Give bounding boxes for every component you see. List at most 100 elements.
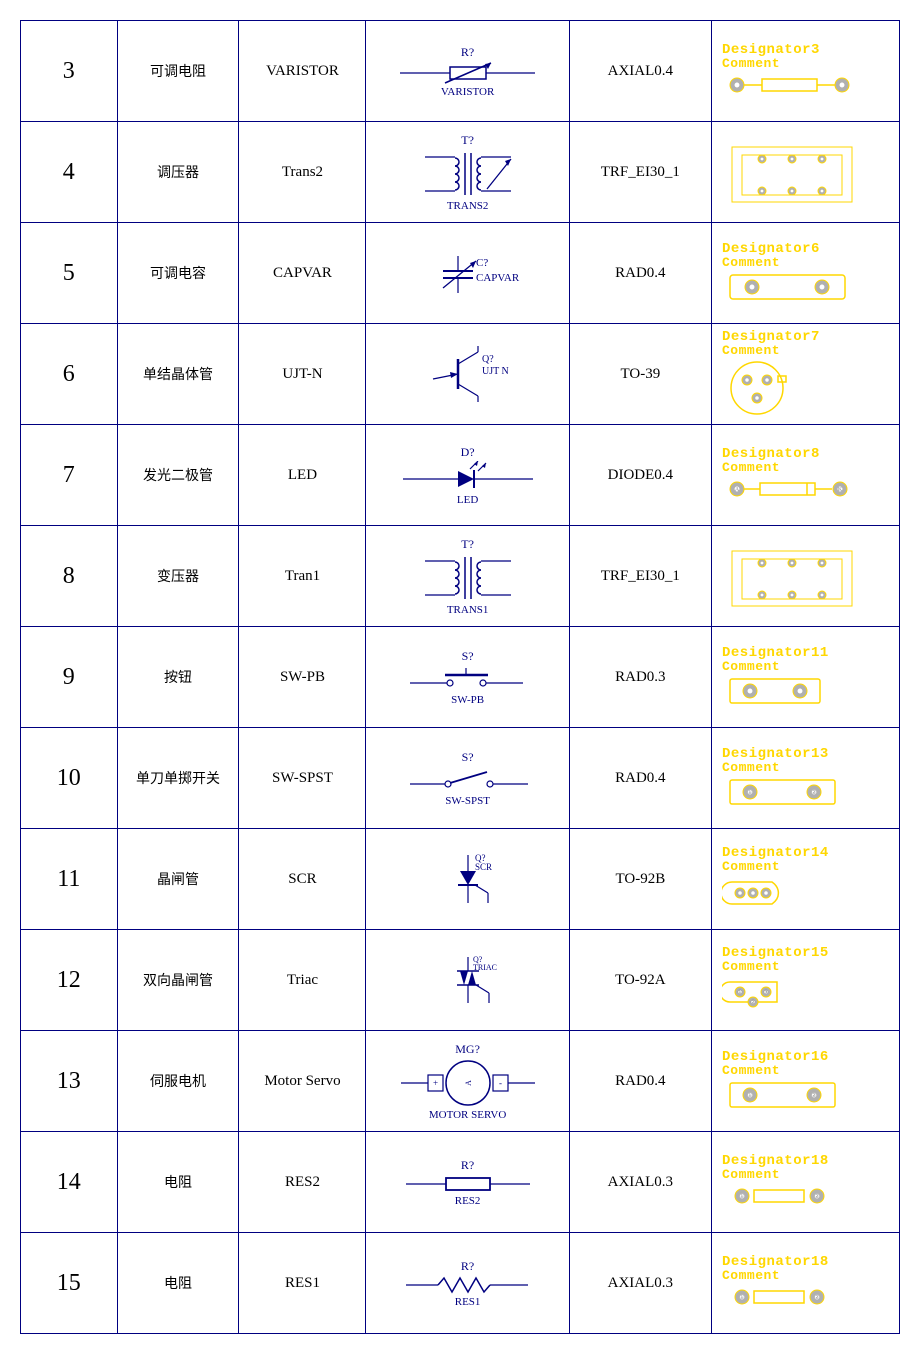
row-number: 10 (21, 728, 118, 829)
footprint-name: TRF_EI30_1 (569, 122, 711, 223)
schematic-cell: Q? UJT N (366, 324, 569, 425)
footprint-graphic (722, 71, 857, 99)
svg-text:②: ② (814, 1193, 819, 1200)
footprint-comment: Comment (722, 660, 780, 674)
row-number: 9 (21, 627, 118, 728)
row-number: 11 (21, 829, 118, 930)
schematic-symbol (395, 665, 540, 693)
footprint-cell: Designator8Comment A K (711, 425, 899, 526)
schematic-symbol (405, 149, 531, 199)
footprint-name: RAD0.4 (569, 728, 711, 829)
svg-text:①: ① (739, 1193, 744, 1200)
svg-text:②: ② (750, 999, 755, 1006)
sym-ref: T? (461, 133, 474, 148)
footprint-designator: Designator6 (722, 242, 820, 256)
row-number: 13 (21, 1031, 118, 1132)
row-number: 3 (21, 21, 118, 122)
library-name: Triac (239, 930, 366, 1031)
schematic-symbol: Q? TRIAC (413, 955, 523, 1005)
chinese-name: 可调电容 (117, 223, 239, 324)
schematic-cell: T? TRANS2 (366, 122, 569, 223)
library-name: SW-PB (239, 627, 366, 728)
footprint-graphic: ① ② (722, 1283, 837, 1311)
svg-text:①: ① (737, 989, 742, 996)
table-row: 15 电阻 RES1 R? RES1 AXIAL0.3 Designator18… (21, 1233, 900, 1334)
footprint-comment: Comment (722, 344, 780, 358)
svg-text:+: + (433, 1078, 438, 1088)
library-name: Trans2 (239, 122, 366, 223)
chinese-name: 电阻 (117, 1233, 239, 1334)
footprint-comment: Comment (722, 256, 780, 270)
sym-ref: MG? (455, 1042, 480, 1057)
footprint-comment: Comment (722, 860, 780, 874)
schematic-symbol: Q? UJT N (398, 344, 538, 404)
footprint-comment: Comment (722, 1064, 780, 1078)
sym-ref: D? (461, 445, 475, 460)
footprint-name: AXIAL0.4 (569, 21, 711, 122)
schematic-symbol: C? CAPVAR (398, 251, 538, 296)
row-number: 4 (21, 122, 118, 223)
svg-text:-: - (499, 1078, 502, 1088)
sym-label: VARISTOR (441, 86, 494, 98)
chinese-name: 伺服电机 (117, 1031, 239, 1132)
row-number: 7 (21, 425, 118, 526)
chinese-name: 变压器 (117, 526, 239, 627)
svg-text:A: A (464, 1079, 473, 1085)
footprint-cell: Designator16Comment ① ② (711, 1031, 899, 1132)
sym-ref: R? (461, 1259, 474, 1274)
table-row: 9 按钮 SW-PB S? SW-PB RAD0.3 Designator11C… (21, 627, 900, 728)
schematic-symbol: Q? SCR (413, 853, 523, 905)
schematic-cell: Q? TRIAC (366, 930, 569, 1031)
svg-text:①: ① (747, 789, 752, 796)
row-number: 15 (21, 1233, 118, 1334)
svg-text:②: ② (811, 1092, 816, 1099)
schematic-cell: S? SW-PB (366, 627, 569, 728)
footprint-cell: Designator13Comment ① ② (711, 728, 899, 829)
svg-text:③: ③ (763, 989, 768, 996)
svg-text:UJT N: UJT N (482, 366, 509, 377)
chinese-name: 单结晶体管 (117, 324, 239, 425)
row-number: 12 (21, 930, 118, 1031)
schematic-symbol (395, 61, 540, 85)
footprint-graphic: ① ③ ② (722, 974, 792, 1014)
footprint-cell: Designator18Comment ① ② (711, 1132, 899, 1233)
sym-ref: R? (461, 45, 474, 60)
table-row: 4 调压器 Trans2 T? TRANS2 TRF_EI30_1 (21, 122, 900, 223)
svg-text:②: ② (814, 1294, 819, 1301)
footprint-name: AXIAL0.3 (569, 1233, 711, 1334)
schematic-symbol (398, 461, 538, 493)
row-number: 14 (21, 1132, 118, 1233)
sym-label: LED (457, 494, 478, 506)
schematic-symbol (398, 1275, 538, 1295)
footprint-name: RAD0.4 (569, 223, 711, 324)
svg-text:K: K (838, 487, 843, 493)
footprint-name: TO-92B (569, 829, 711, 930)
footprint-name: TO-92A (569, 930, 711, 1031)
footprint-designator: Designator14 (722, 846, 829, 860)
library-name: Tran1 (239, 526, 366, 627)
svg-text:①: ① (747, 1092, 752, 1099)
footprint-cell: Designator18Comment ① ② (711, 1233, 899, 1334)
row-number: 8 (21, 526, 118, 627)
footprint-cell: Designator3Comment (711, 21, 899, 122)
table-row: 12 双向晶闸管 Triac Q? TRIAC TO-92A Designato… (21, 930, 900, 1031)
chinese-name: 电阻 (117, 1132, 239, 1233)
sym-ref: S? (462, 649, 474, 664)
footprint-designator: Designator7 (722, 330, 820, 344)
footprint-comment: Comment (722, 1269, 780, 1283)
footprint-designator: Designator16 (722, 1050, 829, 1064)
footprint-designator: Designator18 (722, 1255, 829, 1269)
schematic-symbol (398, 1174, 538, 1194)
svg-text:A: A (735, 487, 740, 493)
schematic-cell: R? RES1 (366, 1233, 569, 1334)
schematic-cell: S? SW-SPST (366, 728, 569, 829)
chinese-name: 单刀单掷开关 (117, 728, 239, 829)
footprint-designator: Designator11 (722, 646, 829, 660)
library-name: LED (239, 425, 366, 526)
footprint-designator: Designator15 (722, 946, 829, 960)
sym-ref: R? (461, 1158, 474, 1173)
table-row: 13 伺服电机 Motor Servo MG? + A - MOTOR SERV… (21, 1031, 900, 1132)
footprint-cell: Designator11Comment (711, 627, 899, 728)
svg-text:C?: C? (476, 257, 488, 269)
footprint-name: DIODE0.4 (569, 425, 711, 526)
